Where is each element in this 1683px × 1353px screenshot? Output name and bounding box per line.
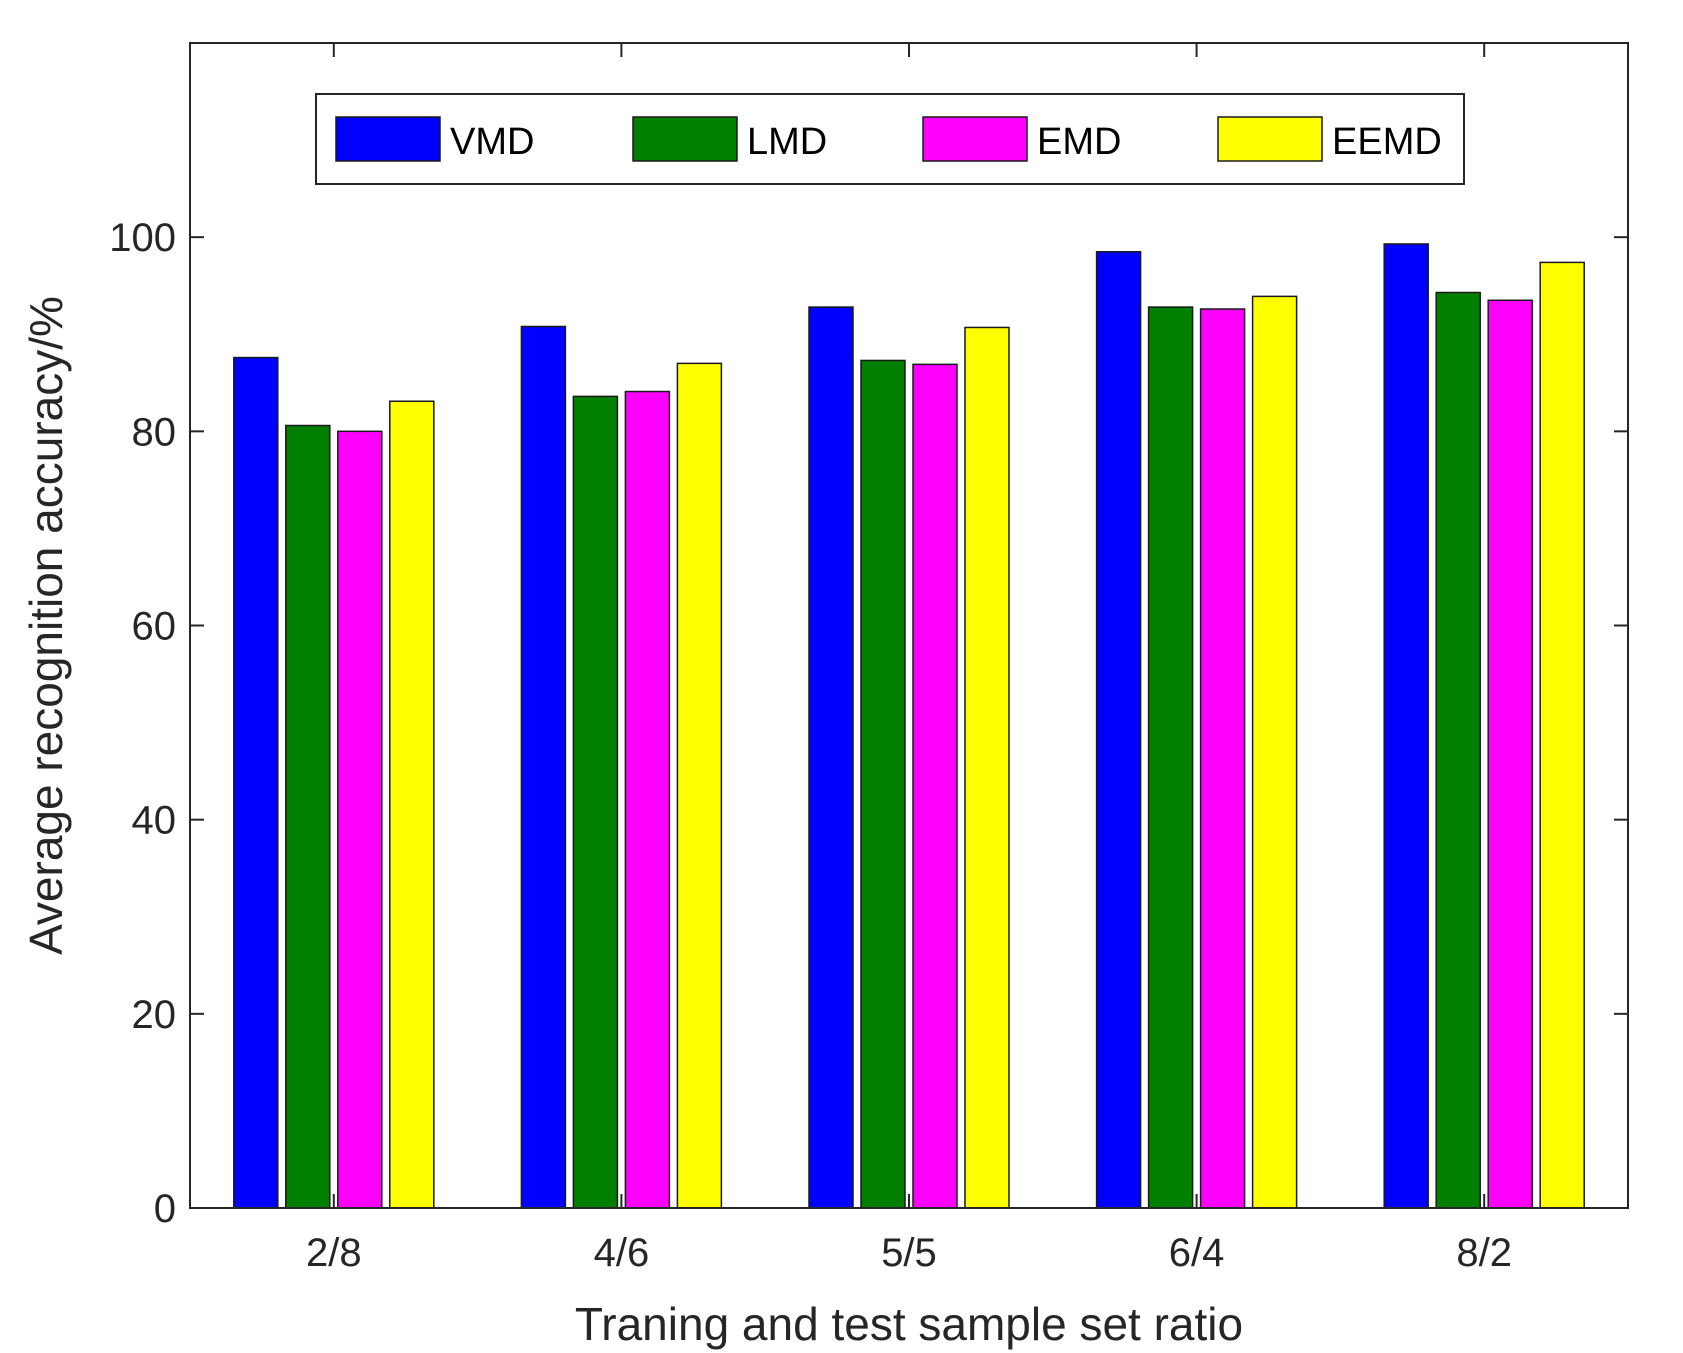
legend-swatch-emd [922,116,1028,162]
bar-emd-6-4 [1199,308,1246,1209]
legend-label-emd: EMD [1037,121,1121,163]
x-tick-label: 4/6 [594,1231,650,1275]
y-tick-label: 80 [132,410,177,454]
legend-label-lmd: LMD [747,121,827,163]
bar-lmd-4-6 [572,395,619,1209]
legend-swatch-eemd [1217,116,1323,162]
bar-lmd-6-4 [1147,306,1194,1209]
legend-swatch-vmd [335,116,441,162]
bar-eemd-4-6 [676,362,723,1209]
bar-emd-5-5 [912,363,958,1209]
x-tick-label: 8/2 [1456,1231,1512,1275]
ticks-group: 0 20 40 60 80 100 2/8 4/6 5/5 6/4 8/2 [109,43,1628,1275]
y-tick-label: 100 [109,216,176,260]
bar-eemd-5-5 [964,326,1010,1209]
bar-vmd-4-6 [520,325,567,1209]
bar-lmd-8-2 [1435,291,1481,1209]
bar-eemd-8-2 [1539,261,1585,1209]
bar-lmd-2-8 [285,424,331,1209]
bar-lmd-5-5 [860,359,906,1209]
y-axis-label: Average recognition accuracy/% [20,296,72,955]
bar-emd-4-6 [624,390,671,1209]
bar-vmd-5-5 [808,306,854,1209]
legend-swatch-lmd [632,116,738,162]
x-axis-label: Traning and test sample set ratio [575,1298,1243,1350]
bars-group [233,243,1585,1209]
bar-vmd-8-2 [1383,243,1429,1209]
bar-vmd-2-8 [233,356,279,1209]
y-tick-label: 20 [132,993,177,1037]
x-tick-label: 6/4 [1169,1231,1225,1275]
legend: VMD LMD EMD EEMD [315,93,1465,185]
bar-eemd-6-4 [1251,295,1298,1209]
legend-label-eemd: EEMD [1332,121,1442,163]
y-tick-label: 60 [132,605,177,649]
y-tick-label: 0 [154,1187,176,1231]
y-tick-label: 40 [132,799,177,843]
bar-emd-2-8 [337,430,383,1209]
bar-emd-8-2 [1487,299,1533,1209]
legend-label-vmd: VMD [450,121,534,163]
x-tick-label: 5/5 [881,1231,937,1275]
bar-eemd-2-8 [389,400,435,1209]
x-tick-label: 2/8 [306,1231,362,1275]
bar-vmd-6-4 [1095,250,1142,1209]
